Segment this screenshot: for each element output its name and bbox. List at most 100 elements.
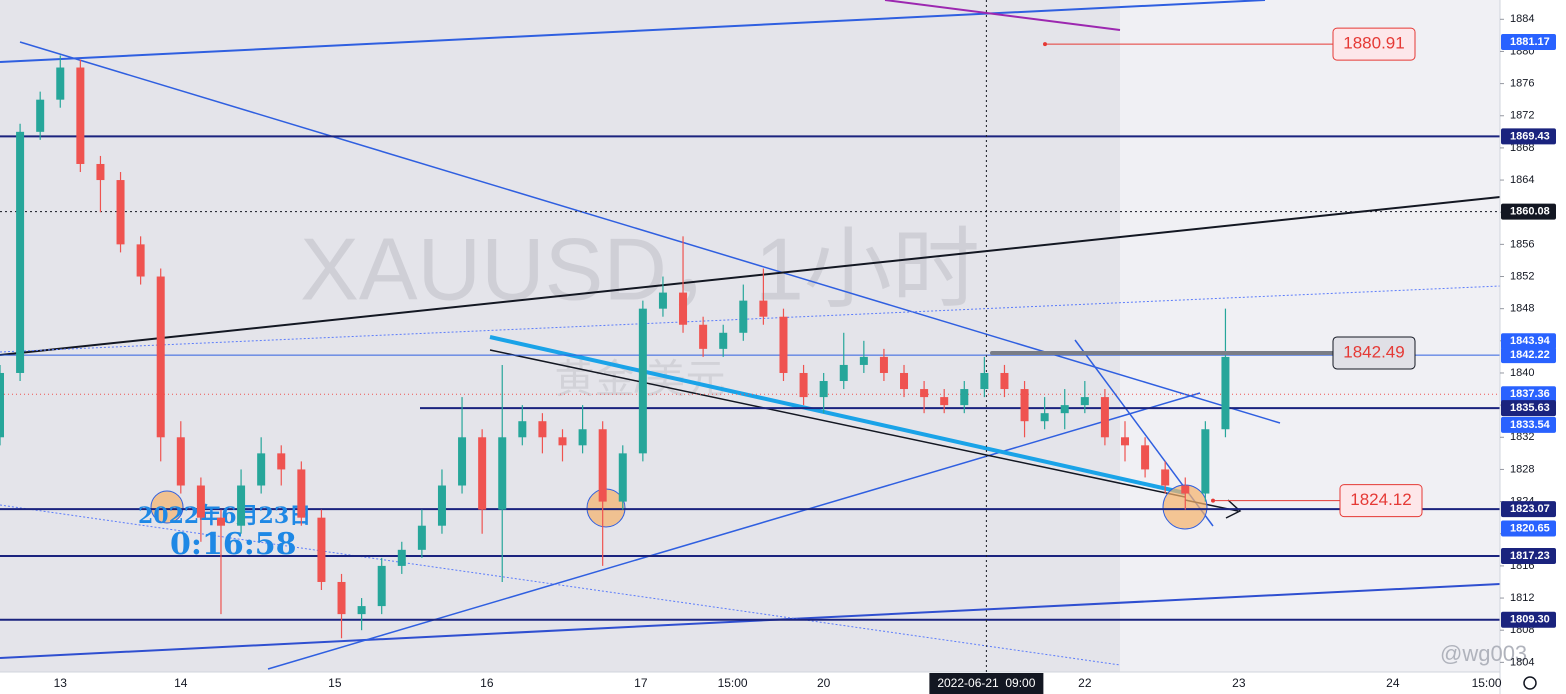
candle-body [76,67,85,164]
trend-line [0,196,1501,356]
candle-body [36,99,45,132]
price-tag-label: 1833.54 [1510,419,1551,431]
candle-body [1100,397,1109,438]
candle-body [96,163,105,181]
x-tick-label: 2022-06-21 09:00 [937,676,1035,690]
candle-body [196,485,205,518]
candle-body [16,131,25,373]
price-tag-label: 1823.07 [1510,503,1550,515]
price-tag-label: 1809.30 [1510,614,1550,626]
candle-body [1040,413,1049,422]
trend-line [267,392,1201,670]
candle-body [237,485,246,526]
candle-body [1221,356,1230,430]
y-tick-label: 1868 [1510,142,1534,154]
price-tag [1501,347,1556,364]
candle-body [1060,405,1069,414]
callout-box [1339,484,1423,518]
trend-line [0,504,1121,666]
price-tag [1501,501,1556,518]
x-tick-label: 15:00 [1472,676,1502,690]
price-tag-label: 1817.23 [1510,550,1550,562]
candle-body [799,372,808,398]
arrow-head [1225,499,1242,519]
candle-body [638,308,647,454]
candle-body [397,549,406,566]
candle-body [277,453,286,470]
y-tick-label: 1876 [1510,78,1534,90]
price-tag [1501,333,1556,350]
price-tag [1501,400,1556,417]
y-tick-label: 1852 [1510,270,1534,282]
candle-body [779,316,788,373]
candle-body [940,397,949,406]
candle-body [437,485,446,526]
y-tick-label: 1828 [1510,463,1534,475]
y-tick-label: 1848 [1510,303,1534,315]
x-tick-label: 14 [174,676,188,690]
x-tick-label: 23 [1232,676,1246,690]
price-tag-label: 1835.63 [1510,402,1550,414]
candle-body [699,324,708,349]
candle-body [257,453,266,486]
candle-body [658,292,667,309]
callout-label: 1824.12 [1350,490,1411,509]
y-tick-label: 1864 [1510,174,1534,186]
candle-body [478,437,487,510]
candle-body [156,276,165,438]
y-tick-label: 1872 [1510,110,1534,122]
callout-label: 1880.91 [1343,34,1404,53]
price-tag [1501,520,1556,537]
price-tag-label: 1860.08 [1510,205,1550,217]
candle-body [980,372,989,390]
y-tick-label: 1812 [1510,592,1534,604]
trend-line [884,0,1121,31]
price-tag-label: 1842.22 [1510,349,1550,361]
candle-body [357,606,366,615]
candle-body [900,372,909,390]
candle-body [1201,429,1210,494]
shaded-range [0,0,1120,672]
price-tag-label: 1869.43 [1510,130,1550,142]
callout-box [1332,336,1416,370]
candle-body [216,517,225,526]
trend-line [0,583,1501,659]
price-tag-label: 1820.65 [1510,522,1550,534]
candle-body [598,429,607,502]
candle-body [739,300,748,333]
candle-body [879,356,888,373]
candle-body [920,389,929,398]
price-tag [1501,416,1556,433]
candle-body [297,469,306,518]
candle-body [1141,445,1150,470]
x-tick-label: 20 [817,676,831,690]
candle-body [518,421,527,438]
arrow-line [489,335,1186,495]
candle-body [0,372,4,438]
drawings [0,0,1501,670]
y-tick-label: 1804 [1510,656,1534,668]
settings-icon[interactable] [1523,676,1537,690]
trend-line [0,0,1266,63]
highlight-circle [150,490,184,524]
y-tick-label: 1884 [1510,13,1534,25]
price-tag-label: 1881.17 [1510,36,1550,48]
trend-line [489,349,1186,498]
price-tag [1501,611,1556,628]
x-tick-label: 22 [1078,676,1092,690]
price-tag [1501,548,1556,565]
trend-line [19,41,1281,424]
candle-body [458,437,467,486]
candle-body [1181,485,1190,494]
time-axis [0,672,1500,694]
candle-body [819,381,828,398]
candle-body [859,356,868,365]
candle-body [176,437,185,486]
y-tick-label: 1856 [1510,238,1534,250]
candle-body [679,292,688,325]
x-tick-label: 15 [328,676,342,690]
x-tick-label: 15:00 [718,676,748,690]
price-tag [1501,386,1556,403]
price-tag-label: 1843.94 [1510,335,1551,347]
